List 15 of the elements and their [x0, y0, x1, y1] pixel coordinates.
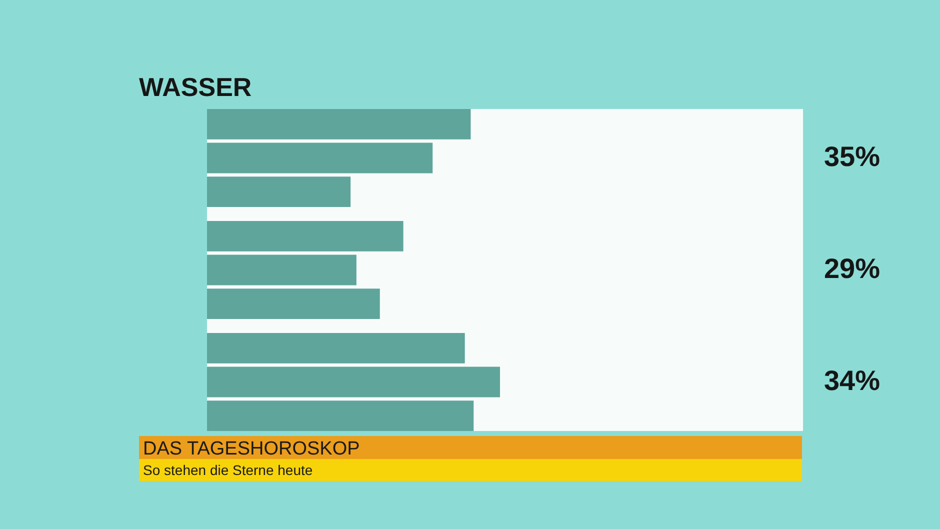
bar [207, 254, 356, 286]
bar [207, 333, 465, 364]
bar [207, 288, 380, 319]
bar [207, 366, 500, 398]
bar [207, 221, 404, 252]
text: 29% [824, 253, 880, 284]
bar [207, 176, 351, 207]
bar [207, 109, 471, 140]
text: DAS TAGESHOROSKOP [143, 438, 360, 460]
text: 34% [824, 365, 880, 396]
chart-title: WASSER [139, 72, 252, 102]
bar [207, 142, 433, 174]
text: So stehen die Sterne heute [143, 462, 313, 478]
text: 35% [824, 141, 880, 172]
bar [207, 400, 474, 431]
